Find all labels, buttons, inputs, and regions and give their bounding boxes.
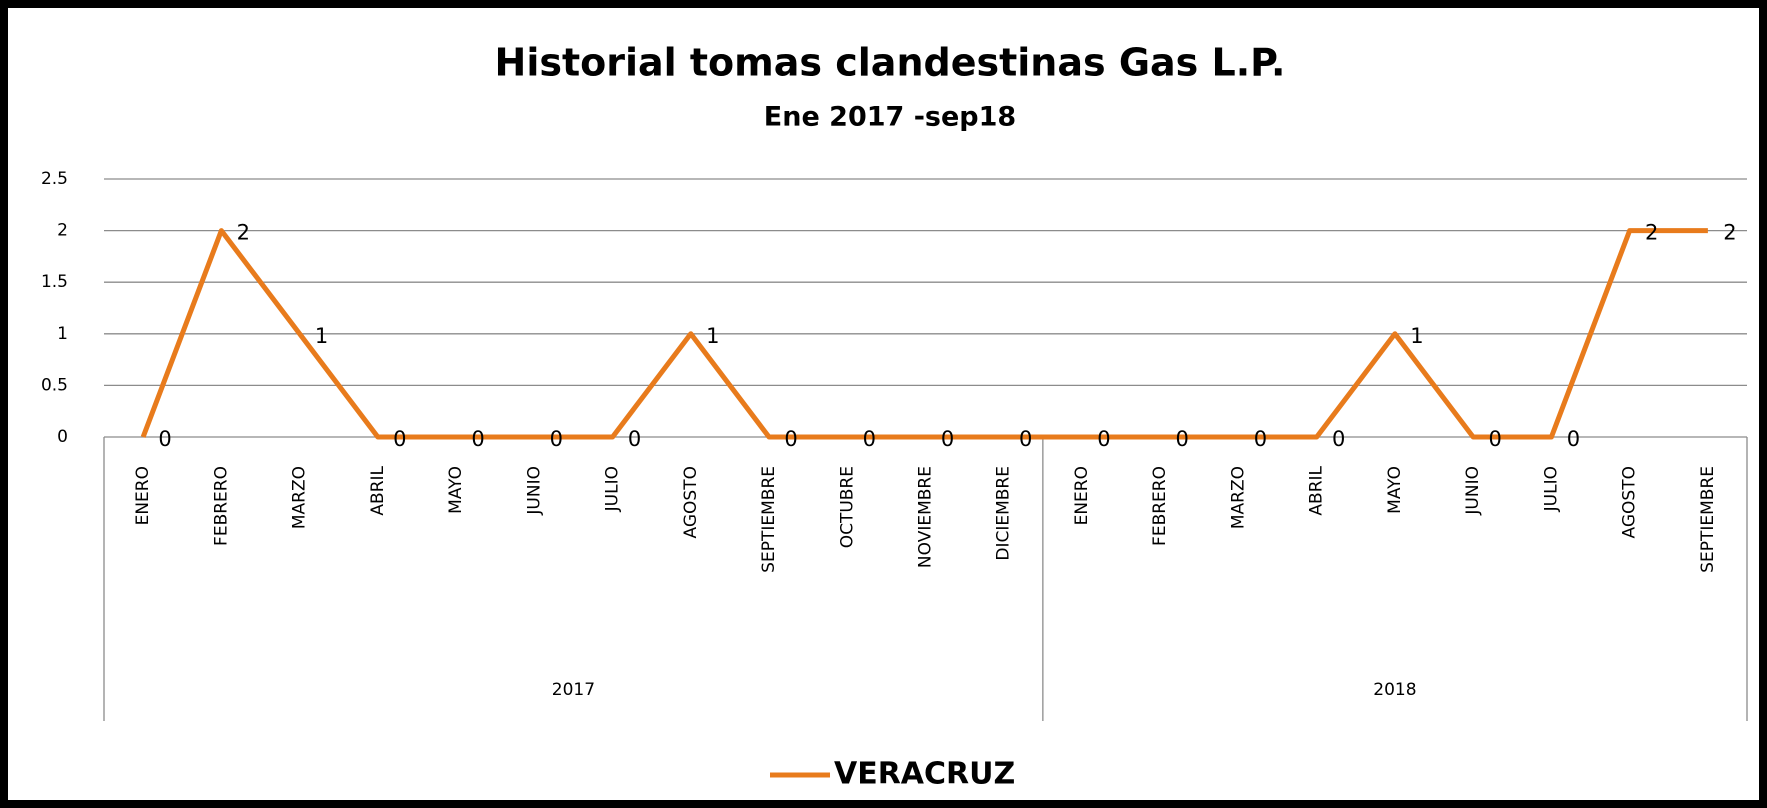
x-tick-label: ENERO [133,466,153,525]
x-tick-label: JUNIO [524,466,544,516]
data-label: 0 [1176,427,1189,451]
x-tick-label: ABRIL [1307,465,1327,515]
x-tick-label: AGOSTO [1620,466,1640,538]
y-tick-label: 1 [57,324,68,344]
chart-title: Historial tomas clandestinas Gas L.P. [495,41,1286,85]
data-label: 0 [941,427,954,451]
x-tick-label: MAYO [446,466,466,514]
data-label: 0 [550,427,563,451]
data-label: 2 [237,221,250,245]
x-tick-label: SEPTIEMBRE [1698,466,1718,573]
data-label: 1 [1410,324,1423,348]
x-tick-label: DICIEMBRE [994,466,1014,561]
x-tick-label: AGOSTO [681,466,701,538]
data-label: 0 [471,427,484,451]
line-series [140,228,1708,440]
group-label: 2018 [1373,680,1416,700]
x-tick-label: JUNIO [1463,466,1483,516]
data-label: 0 [1019,427,1032,451]
data-label: 0 [1488,427,1501,451]
x-tick-label: FEBRERO [211,466,231,546]
group-label: 2017 [552,680,595,700]
data-label: 0 [784,427,797,451]
data-label: 0 [628,427,641,451]
y-tick-label: 1.5 [41,272,68,292]
x-tick-label: MAYO [1385,466,1405,514]
y-tick-label: 0.5 [41,375,68,395]
x-tick-label: ENERO [1072,466,1092,525]
chart-subtitle: Ene 2017 -sep18 [764,102,1016,133]
x-tick-label: JULIO [1541,466,1561,512]
data-label: 0 [1567,427,1580,451]
x-tick-label: SEPTIEMBRE [759,466,779,573]
data-label: 0 [158,427,171,451]
x-tick-label: ABRIL [368,465,388,515]
data-label: 0 [863,427,876,451]
x-tick-label: NOVIEMBRE [916,466,936,568]
y-tick-label: 2 [57,221,68,241]
data-label: 0 [1254,427,1267,451]
x-tick-label: FEBRERO [1150,466,1170,546]
data-label: 1 [315,324,328,348]
y-tick-label: 0 [57,427,68,447]
x-tick-label: MARZO [290,466,310,529]
x-tick-label: JULIO [603,466,623,512]
data-label: 0 [1097,427,1110,451]
legend-label: VERACRUZ [834,757,1015,792]
data-label: 0 [393,427,406,451]
x-tick-label: OCTUBRE [837,466,857,548]
data-label: 1 [706,324,719,348]
x-tick-label: MARZO [1228,466,1248,529]
data-label: 0 [1332,427,1345,451]
y-tick-label: 2.5 [41,169,68,189]
data-label: 2 [1723,221,1736,245]
data-label: 2 [1645,221,1658,245]
